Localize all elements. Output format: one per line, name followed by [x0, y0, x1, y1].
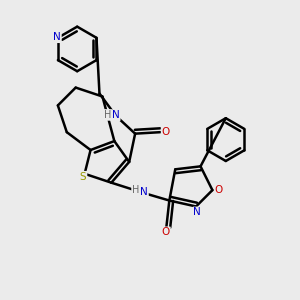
- Text: H: H: [132, 185, 140, 195]
- Text: O: O: [162, 127, 170, 137]
- Text: N: N: [194, 207, 201, 218]
- Text: S: S: [80, 172, 86, 182]
- Text: H: H: [104, 110, 111, 120]
- Text: O: O: [215, 185, 223, 195]
- Text: N: N: [53, 32, 61, 42]
- Text: N: N: [140, 187, 148, 196]
- Text: N: N: [112, 110, 120, 120]
- Text: O: O: [162, 227, 170, 237]
